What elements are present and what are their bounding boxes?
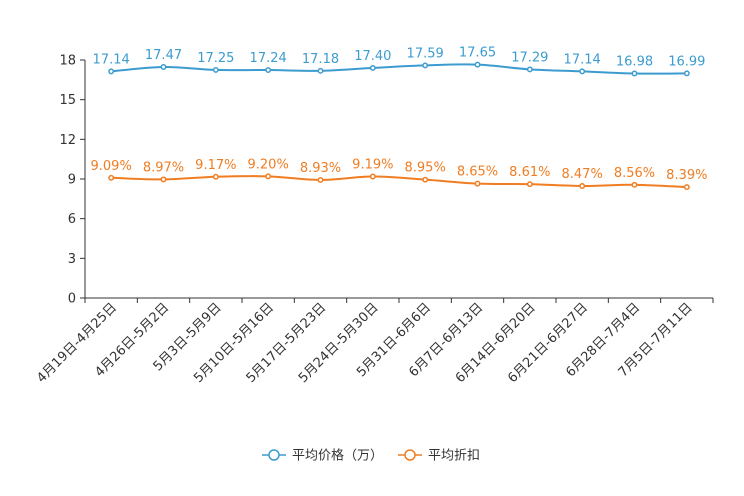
y-tick-label: 18 bbox=[59, 54, 76, 69]
data-label: 8.97% bbox=[143, 160, 184, 175]
data-label: 17.25 bbox=[197, 51, 234, 66]
data-point bbox=[317, 176, 324, 183]
y-axis: 0 3 6 9 12 15 18 bbox=[59, 54, 86, 307]
data-label: 17.14 bbox=[93, 52, 130, 67]
data-label: 8.61% bbox=[509, 165, 550, 180]
data-label: 17.40 bbox=[354, 49, 391, 64]
y-tick-label: 12 bbox=[59, 133, 76, 148]
legend-label: 平均折扣 bbox=[428, 449, 480, 464]
data-point bbox=[317, 67, 324, 74]
data-label: 16.99 bbox=[668, 54, 705, 69]
data-label: 16.98 bbox=[616, 54, 653, 69]
data-label: 8.95% bbox=[405, 161, 446, 176]
data-point bbox=[683, 70, 690, 77]
data-point bbox=[631, 70, 638, 77]
data-point bbox=[631, 181, 638, 188]
data-label: 8.39% bbox=[666, 168, 707, 183]
series-line bbox=[111, 63, 687, 75]
data-point bbox=[422, 62, 429, 69]
legend-marker bbox=[268, 449, 280, 461]
x-axis: 4月19日-4月25日4月26日-5月2日5月3日-5月9日5月10日-5月16… bbox=[34, 297, 714, 386]
data-label: 17.65 bbox=[459, 46, 496, 61]
data-label: 8.65% bbox=[457, 165, 498, 180]
data-label: 9.20% bbox=[248, 157, 289, 172]
data-label: 17.29 bbox=[511, 50, 548, 65]
y-tick-label: 6 bbox=[68, 212, 76, 227]
data-label: 9.17% bbox=[195, 158, 236, 173]
data-point bbox=[474, 61, 481, 68]
data-point bbox=[526, 66, 533, 73]
legend-marker bbox=[404, 449, 416, 461]
data-point bbox=[579, 68, 586, 75]
series-2: 9.09% 8.97% 9.17% 9.20% 8.93% 9.19% 8.95% 8.65%… bbox=[91, 157, 707, 191]
data-point bbox=[422, 176, 429, 183]
y-tick-label: 9 bbox=[68, 173, 76, 188]
y-tick-label: 3 bbox=[68, 252, 76, 267]
y-tick-label: 0 bbox=[68, 292, 76, 307]
data-label: 9.19% bbox=[352, 157, 393, 172]
data-label: 8.47% bbox=[562, 167, 603, 182]
data-label: 17.18 bbox=[302, 52, 339, 67]
legend-item-2: 平均折扣 bbox=[398, 449, 480, 464]
data-label: 17.47 bbox=[145, 48, 182, 63]
data-point bbox=[108, 68, 115, 75]
data-point bbox=[160, 176, 167, 183]
data-point bbox=[474, 180, 481, 187]
data-point bbox=[369, 64, 376, 71]
data-point bbox=[265, 67, 272, 73]
legend-item-1: 平均价格（万） bbox=[262, 448, 383, 464]
data-label: 17.14 bbox=[564, 52, 601, 67]
data-point bbox=[265, 173, 272, 180]
data-point bbox=[579, 183, 586, 189]
data-point bbox=[212, 66, 219, 73]
data-label: 17.59 bbox=[407, 46, 444, 61]
legend-label: 平均价格（万） bbox=[292, 448, 383, 464]
data-label: 8.56% bbox=[614, 166, 655, 181]
data-point bbox=[212, 173, 219, 180]
data-point bbox=[160, 64, 167, 70]
legend: 平均价格（万） 平均折扣 bbox=[262, 448, 480, 464]
series-1: 17.14 17.47 17.25 17.24 17.18 17.40 17.59 17.65… bbox=[93, 46, 705, 77]
series-layer: 17.14 17.47 17.25 17.24 17.18 17.40 17.59 17.65… bbox=[91, 46, 707, 191]
data-point bbox=[108, 174, 115, 181]
series-line bbox=[111, 175, 687, 189]
data-label: 8.93% bbox=[300, 161, 341, 176]
data-label: 17.24 bbox=[250, 51, 287, 66]
data-point bbox=[526, 181, 533, 188]
y-tick-label: 15 bbox=[59, 93, 76, 108]
data-point bbox=[683, 184, 690, 191]
data-label: 9.09% bbox=[91, 159, 132, 174]
data-point bbox=[369, 173, 376, 180]
